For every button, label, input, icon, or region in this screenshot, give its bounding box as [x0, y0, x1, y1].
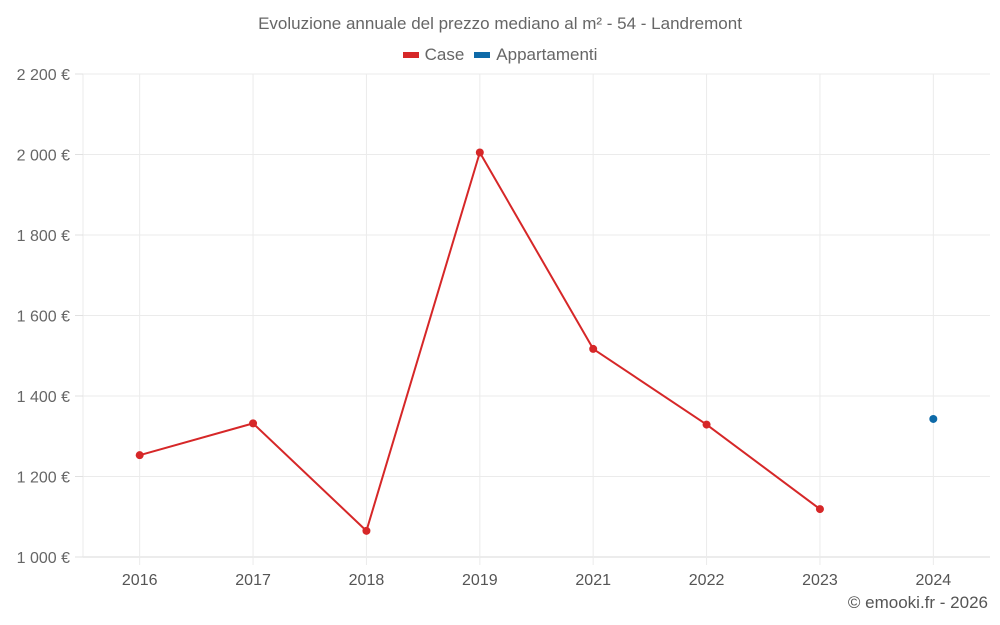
x-tick-label: 2021	[575, 572, 611, 589]
x-tick-label: 2024	[916, 572, 952, 589]
legend-item-appartamenti[interactable]: Appartamenti	[474, 45, 597, 65]
x-tick-label: 2022	[689, 572, 725, 589]
credit-text: © emooki.fr - 2026	[847, 593, 988, 612]
x-axis: 2016 2017 2018 2019 2021 2022 2023 2024	[122, 572, 951, 589]
legend-swatch-case	[402, 52, 419, 58]
y-tick-label: 1 800 €	[17, 228, 70, 245]
y-tick-label: 2 000 €	[17, 148, 70, 165]
legend-item-case[interactable]: Case	[402, 45, 465, 65]
legend-swatch-appartamenti	[474, 52, 491, 58]
y-tick-label: 1 400 €	[17, 389, 70, 406]
chart-title: Evoluzione annuale del prezzo mediano al…	[258, 14, 742, 33]
data-point-case[interactable]	[475, 148, 484, 157]
x-tick-label: 2016	[122, 572, 158, 589]
data-series	[135, 148, 938, 535]
x-tick-label: 2023	[802, 572, 838, 589]
x-tick-label: 2017	[235, 572, 271, 589]
data-point-case[interactable]	[589, 344, 598, 353]
y-tick-label: 1 600 €	[17, 309, 70, 326]
data-point-appartamenti[interactable]	[929, 414, 938, 423]
legend-label-case: Case	[424, 45, 465, 64]
grid-lines	[82, 73, 990, 565]
data-point-case[interactable]	[135, 451, 144, 460]
data-point-case[interactable]	[702, 420, 711, 429]
y-tick-label: 2 200 €	[17, 67, 70, 84]
data-point-case[interactable]	[249, 419, 258, 428]
data-point-case[interactable]	[815, 505, 824, 514]
data-point-case[interactable]	[362, 526, 371, 535]
x-tick-label: 2018	[349, 572, 385, 589]
legend-label-appartamenti: Appartamenti	[496, 45, 598, 64]
y-tick-label: 1 200 €	[17, 470, 70, 487]
y-tick-label: 1 000 €	[17, 550, 70, 567]
x-tick-label: 2019	[462, 572, 498, 589]
chart-legend: Case Appartamenti	[0, 45, 1000, 65]
y-axis: 1 000 € 1 200 € 1 400 € 1 600 € 1 800 € 2 000…	[17, 67, 83, 567]
